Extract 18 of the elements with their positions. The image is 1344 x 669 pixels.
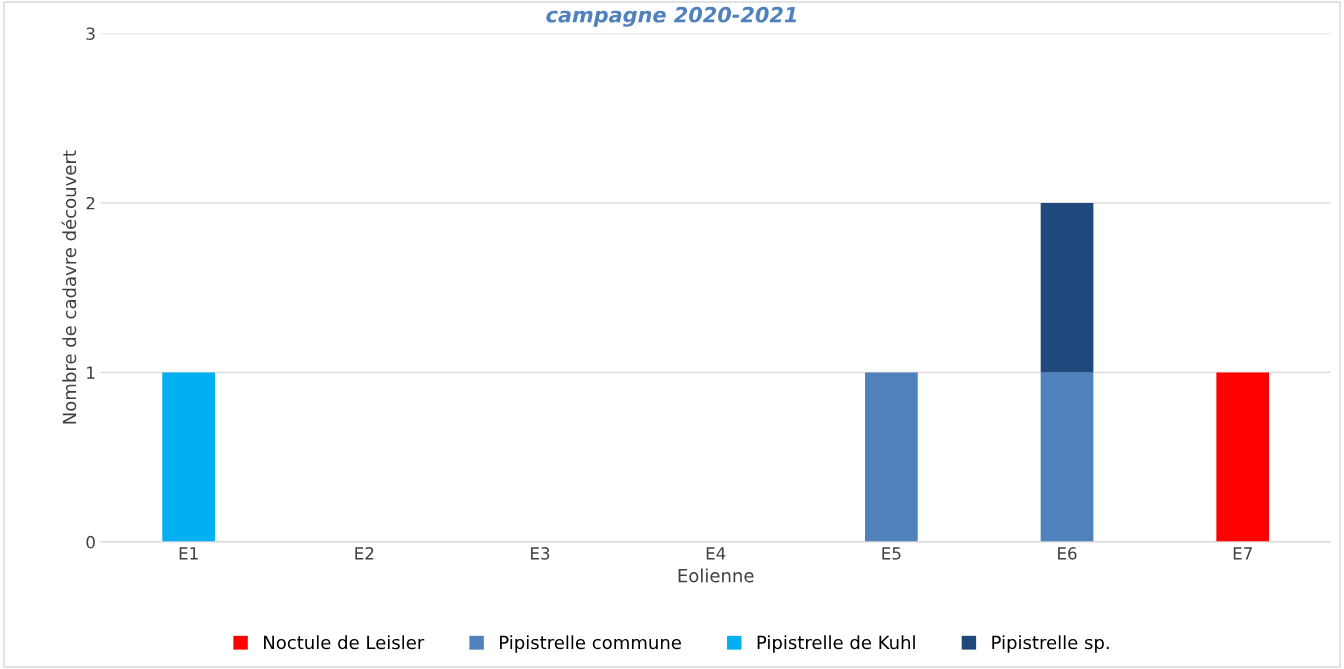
y-tick-label: 3 (86, 27, 95, 41)
chart-title: campagne 2020-2021 (546, 6, 796, 27)
y-tick-label: 0 (86, 535, 95, 549)
x-tick-label: E4 (706, 547, 726, 560)
x-tick-label: E3 (531, 547, 550, 560)
legend-label: Pipistrelle sp. (992, 635, 1109, 653)
x-axis-title: Eolienne (678, 568, 754, 583)
x-tick-label: E1 (179, 547, 198, 560)
x-tick-label: E7 (1233, 547, 1252, 560)
legend-label: Pipistrelle de Kuhl (757, 635, 915, 653)
y-tick-label: 1 (87, 366, 95, 379)
legend-label: Pipistrelle commune (500, 635, 681, 653)
y-tick-label: 2 (86, 196, 95, 210)
x-tick-label: E2 (355, 547, 374, 560)
y-axis-title: Nombre de cadavre découvert (61, 150, 77, 424)
x-tick-label: E6 (1058, 547, 1077, 560)
legend-label: Noctule de Leisler (264, 635, 425, 650)
x-tick-label: E5 (882, 547, 901, 560)
